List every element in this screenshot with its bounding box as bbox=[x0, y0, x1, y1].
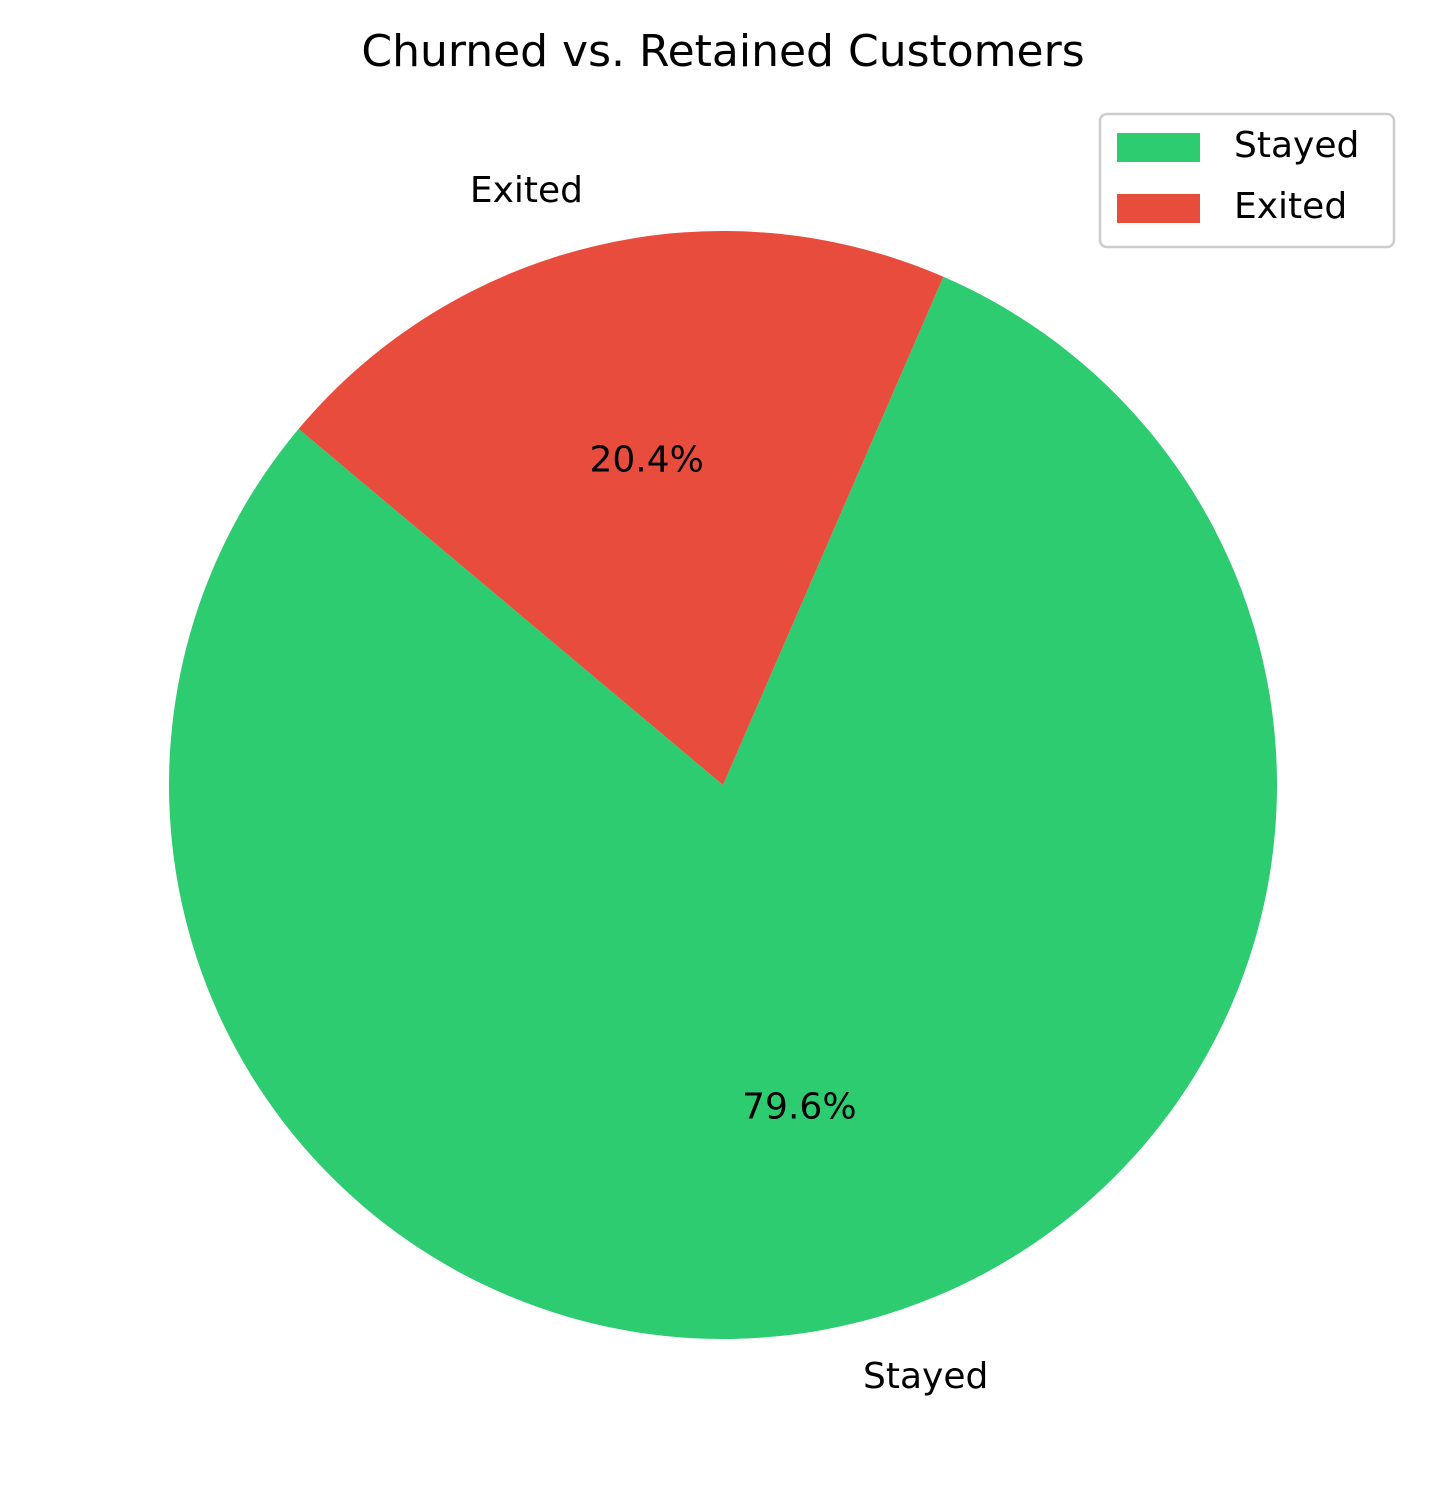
legend: Stayed Exited bbox=[1098, 112, 1396, 249]
legend-label-stayed: Stayed bbox=[1234, 125, 1359, 166]
legend-items: Stayed Exited bbox=[1117, 125, 1359, 227]
pie-slice-stayed bbox=[168, 276, 1278, 1340]
pie-slice-exited bbox=[298, 230, 944, 785]
slice-percent-stayed: 79.6% bbox=[742, 1087, 856, 1128]
pie-labels: Stayed 79.6% Exited 20.4% bbox=[470, 170, 988, 1397]
legend-swatch-stayed bbox=[1117, 133, 1200, 162]
chart-title: Churned vs. Retained Customers bbox=[361, 26, 1084, 77]
legend-swatch-exited bbox=[1117, 194, 1200, 223]
slice-percent-exited: 20.4% bbox=[589, 439, 703, 480]
slice-label-exited: Exited bbox=[470, 170, 583, 211]
pie-slices bbox=[168, 230, 1278, 1340]
legend-label-exited: Exited bbox=[1234, 186, 1347, 227]
slice-label-stayed: Stayed bbox=[863, 1356, 988, 1397]
